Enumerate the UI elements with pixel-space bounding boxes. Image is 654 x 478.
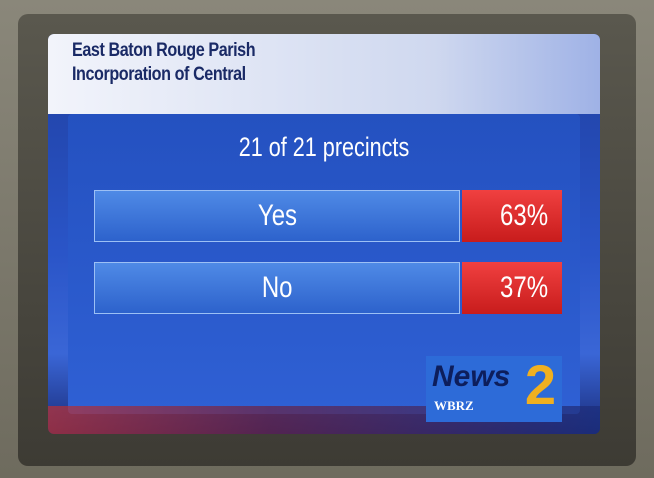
precincts-reporting: 21 of 21 precincts bbox=[103, 132, 545, 163]
choice-percent: 37% bbox=[462, 262, 562, 314]
choice-label: No bbox=[94, 262, 460, 314]
result-row: No 37% bbox=[94, 262, 562, 314]
logo-news: News bbox=[432, 360, 510, 394]
logo-number: 2 bbox=[525, 352, 556, 417]
choice-label: Yes bbox=[94, 190, 460, 242]
percent-text: 37% bbox=[500, 262, 548, 314]
header: East Baton Rouge Parish Incorporation of… bbox=[48, 34, 600, 114]
station-logo: News 2 WBRZ bbox=[426, 356, 562, 422]
choice-text: Yes bbox=[257, 191, 296, 241]
choice-text: No bbox=[262, 263, 293, 313]
choice-percent: 63% bbox=[462, 190, 562, 242]
tv-photo: East Baton Rouge Parish Incorporation of… bbox=[0, 0, 654, 478]
result-row: Yes 63% bbox=[94, 190, 562, 242]
logo-callsign: WBRZ bbox=[434, 398, 474, 414]
title-line: East Baton Rouge Parish bbox=[72, 40, 255, 62]
title-line: Incorporation of Central bbox=[72, 64, 246, 86]
percent-text: 63% bbox=[500, 190, 548, 242]
tv-screen: East Baton Rouge Parish Incorporation of… bbox=[48, 34, 600, 434]
